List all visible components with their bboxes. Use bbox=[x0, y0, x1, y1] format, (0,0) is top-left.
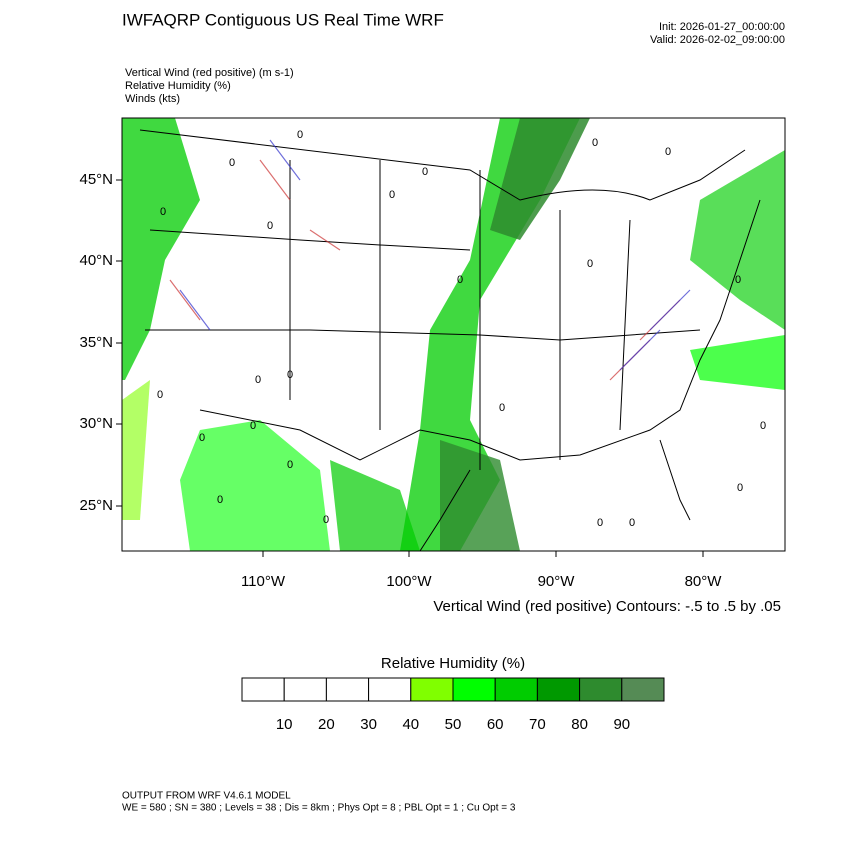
valid-time: Valid: 2026-02-02_09:00:00 bbox=[650, 34, 785, 46]
contour-label: 0 bbox=[735, 274, 741, 286]
contour-label: 0 bbox=[457, 274, 463, 286]
lat-label: 25°N bbox=[79, 497, 113, 514]
map: 0 0 0 0 0 0 0 0 0 0 0 0 0 0 0 0 0 0 0 0 0 0 0 0 bbox=[116, 117, 786, 557]
lon-label: 100°W bbox=[386, 573, 432, 590]
contour-label: 0 bbox=[597, 517, 603, 529]
colorbar: 10 20 30 40 50 60 70 80 90 bbox=[241, 677, 665, 733]
colorbar-box bbox=[325, 677, 370, 702]
contour-label: 0 bbox=[255, 374, 261, 386]
contour-label: 0 bbox=[587, 258, 593, 270]
contour-label: 0 bbox=[422, 166, 428, 178]
init-time: Init: 2026-01-27_00:00:00 bbox=[659, 21, 785, 33]
colorbar-label: 40 bbox=[402, 716, 419, 733]
contour-label: 0 bbox=[629, 517, 635, 529]
title: IWFAQRP Contiguous US Real Time WRF bbox=[122, 10, 444, 29]
lon-label: 90°W bbox=[538, 573, 576, 590]
contour-label: 0 bbox=[323, 514, 329, 526]
footer: OUTPUT FROM WRF V4.6.1 MODEL bbox=[122, 791, 291, 802]
contour-label: 0 bbox=[389, 189, 395, 201]
colorbar-box bbox=[579, 677, 623, 702]
contour-label: 0 bbox=[737, 482, 743, 494]
colorbar-label: 70 bbox=[529, 716, 546, 733]
contour-label: 0 bbox=[229, 157, 235, 169]
contour-label: 0 bbox=[217, 494, 223, 506]
colorbar-label: 90 bbox=[613, 716, 630, 733]
contour-label: 0 bbox=[665, 146, 671, 158]
colorbar-title: Relative Humidity (%) bbox=[381, 655, 525, 672]
contour-label: 0 bbox=[199, 432, 205, 444]
contour-label: 0 bbox=[760, 420, 766, 432]
colorbar-label: 50 bbox=[445, 716, 462, 733]
field-label: Winds (kts) bbox=[125, 93, 180, 105]
contour-label: 0 bbox=[287, 459, 293, 471]
contour-note: Vertical Wind (red positive) Contours: -… bbox=[433, 598, 781, 615]
colorbar-box bbox=[241, 677, 285, 702]
contour-label: 0 bbox=[267, 220, 273, 232]
colorbar-label: 80 bbox=[571, 716, 588, 733]
contour-label: 0 bbox=[287, 369, 293, 381]
contour-label: 0 bbox=[160, 206, 166, 218]
colorbar-box bbox=[368, 677, 412, 702]
lat-label: 40°N bbox=[79, 252, 113, 269]
colorbar-box bbox=[494, 677, 538, 702]
contour-label: 0 bbox=[157, 389, 163, 401]
lat-label: 30°N bbox=[79, 415, 113, 432]
colorbar-box bbox=[283, 677, 327, 702]
contour-label: 0 bbox=[499, 402, 505, 414]
colorbar-label: 30 bbox=[360, 716, 377, 733]
colorbar-label: 10 bbox=[276, 716, 293, 733]
colorbar-label: 60 bbox=[487, 716, 504, 733]
contour-label: 0 bbox=[297, 129, 303, 141]
colorbar-box bbox=[621, 677, 665, 702]
colorbar-box bbox=[410, 677, 454, 702]
lon-label: 80°W bbox=[685, 573, 723, 590]
colorbar-label: 20 bbox=[318, 716, 335, 733]
lon-label: 110°W bbox=[241, 573, 286, 590]
lat-label: 35°N bbox=[79, 334, 113, 351]
lat-label: 45°N bbox=[79, 171, 113, 188]
contour-label: 0 bbox=[592, 137, 598, 149]
colorbar-box bbox=[536, 677, 581, 702]
field-label: Vertical Wind (red positive) (m s-1) bbox=[125, 67, 294, 79]
colorbar-box bbox=[452, 677, 496, 702]
contour-label: 0 bbox=[250, 420, 256, 432]
footer: WE = 580 ; SN = 380 ; Levels = 38 ; Dis … bbox=[122, 803, 516, 814]
field-label: Relative Humidity (%) bbox=[125, 80, 231, 92]
